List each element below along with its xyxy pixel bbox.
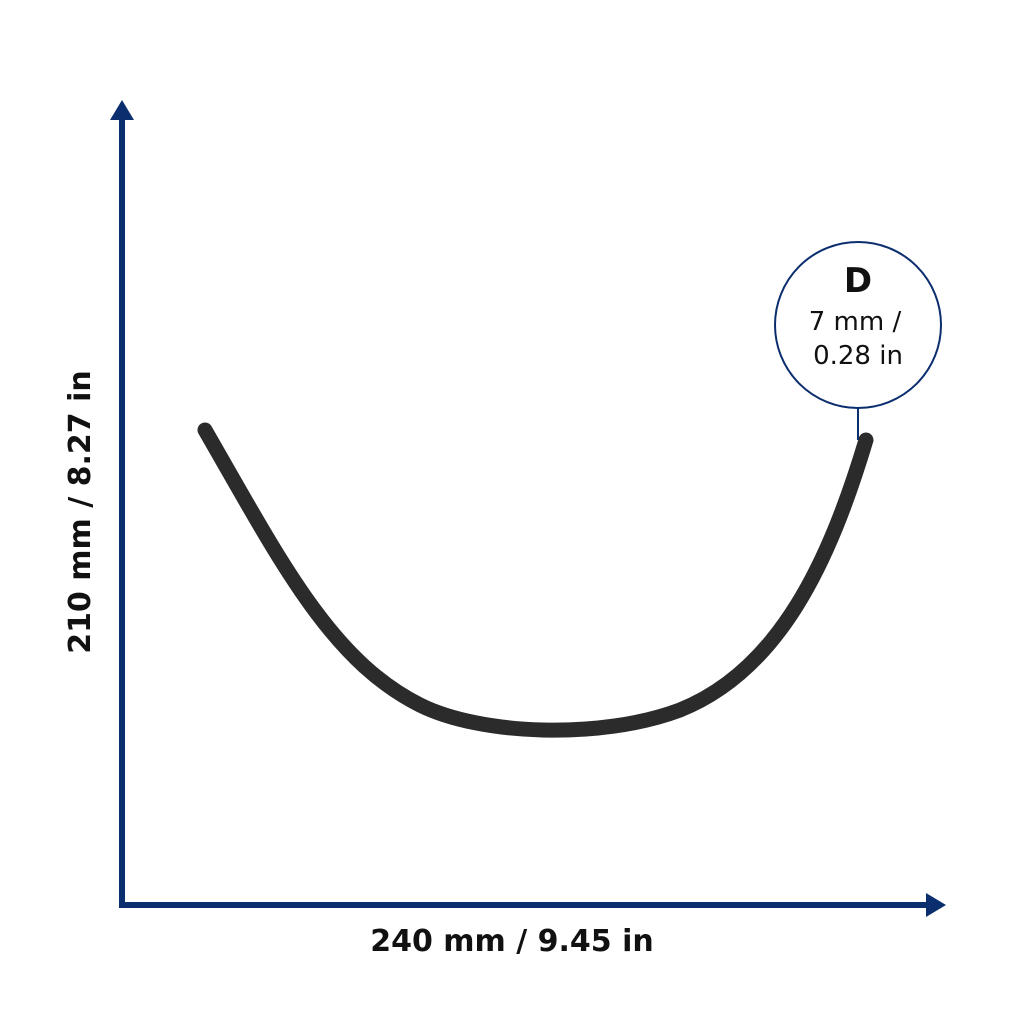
callout-circle: [774, 241, 942, 409]
callout-line: 7 mm /: [809, 307, 902, 337]
width-arrowhead: [926, 893, 946, 917]
callout-label: D: [844, 261, 872, 301]
callout-line: 0.28 in: [813, 341, 903, 371]
height-label: 210 mm / 8.27 in: [63, 370, 98, 654]
height-arrowhead: [110, 100, 134, 120]
cord: [197, 422, 874, 738]
width-label: 240 mm / 9.45 in: [370, 924, 654, 959]
